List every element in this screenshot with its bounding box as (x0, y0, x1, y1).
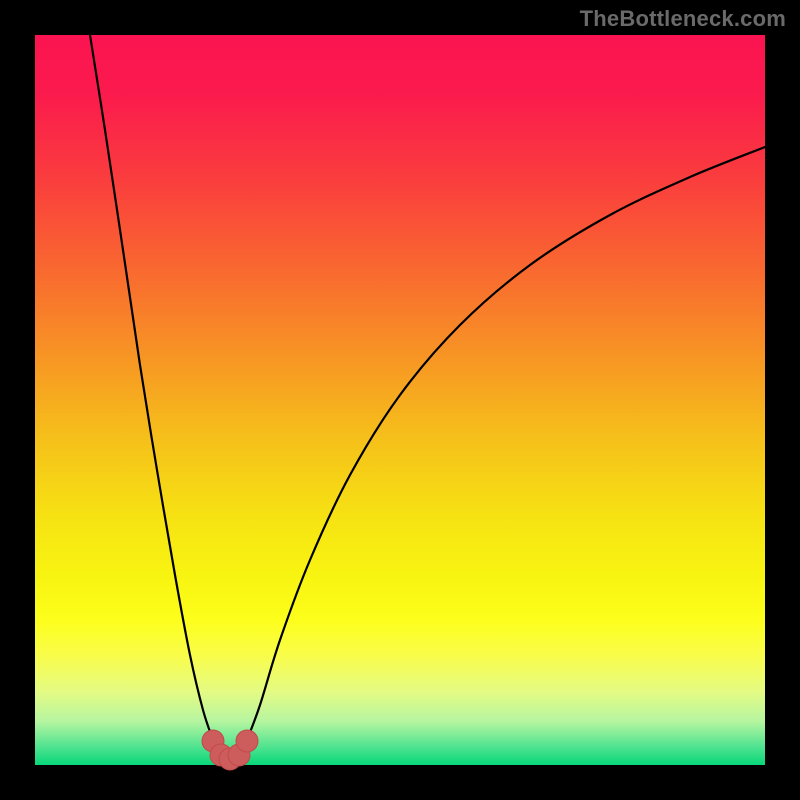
marker-dot (236, 730, 258, 752)
curve-left (90, 35, 213, 740)
plot-area (35, 35, 765, 765)
curve-right (247, 147, 765, 740)
stage: TheBottleneck.com (0, 0, 800, 800)
marker-group (202, 730, 258, 770)
chart-svg (35, 35, 765, 765)
watermark-text: TheBottleneck.com (580, 6, 786, 32)
